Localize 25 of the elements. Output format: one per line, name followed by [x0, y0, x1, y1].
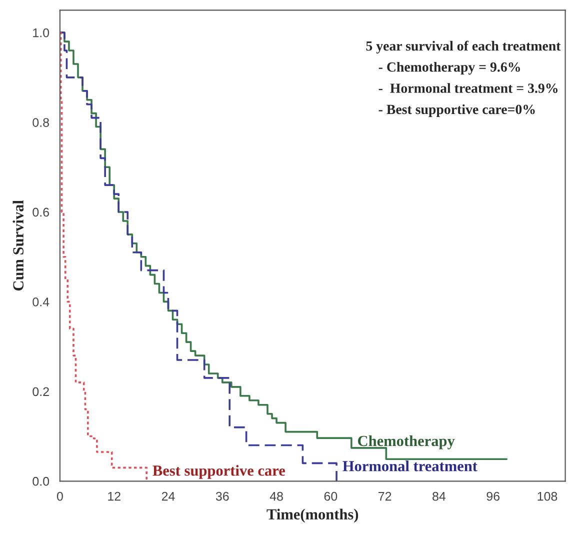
series-label: Best supportive care	[152, 465, 286, 479]
annotation: - Chemotherapy = 9.6%	[378, 62, 520, 75]
series-label: Chemotherapy	[358, 435, 455, 450]
x-tick-label: 96	[486, 492, 500, 501]
x-tick-label: 84	[432, 492, 446, 501]
y-axis-title: Cum Survival	[12, 200, 24, 291]
x-tick-label: 108	[538, 492, 558, 501]
y-tick-label: 0.2	[32, 387, 49, 396]
x-tick-label: 60	[324, 492, 338, 501]
y-tick-label: 0.0	[32, 476, 50, 486]
y-tick-label: 0.6	[32, 208, 49, 217]
annotation: 5 year survival of each treatment	[366, 40, 561, 54]
x-axis-title: Time(months)	[266, 508, 358, 523]
y-tick-label: 1.0	[33, 28, 50, 38]
annotation: - Hormonal treatment = 3.9%	[378, 83, 558, 93]
x-tick-label: 0	[56, 492, 63, 501]
y-tick-label: 0.4	[32, 298, 50, 306]
y-tick-label: 0.8	[32, 118, 49, 127]
series-label: Hormonal treatment	[342, 460, 478, 472]
x-tick-label: 72	[378, 492, 392, 501]
x-tick-label: 48	[270, 492, 283, 501]
x-tick-label: 24	[162, 492, 175, 501]
x-tick-label: 36	[216, 492, 229, 501]
annotation: - Best supportive care=0%	[378, 104, 535, 117]
x-tick-label: 12	[108, 492, 120, 501]
